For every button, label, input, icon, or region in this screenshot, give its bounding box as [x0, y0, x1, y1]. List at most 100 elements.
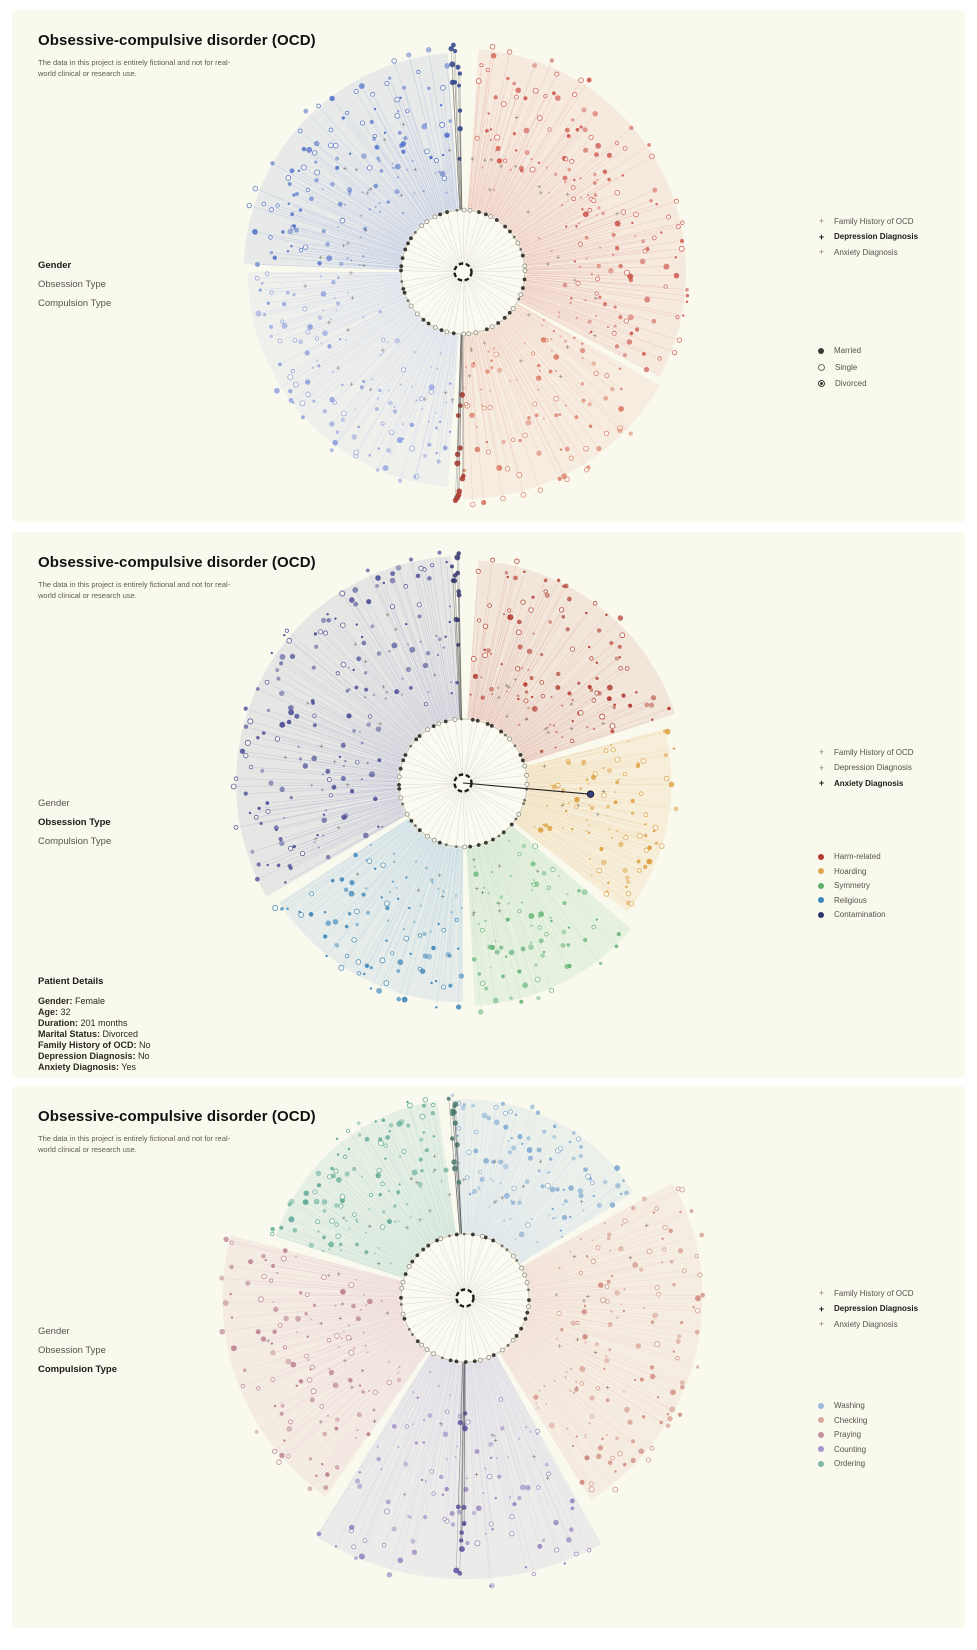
overlay-legend: + Family History of OCD + Depression Diagno…	[818, 747, 914, 788]
patient-field-duration: Duration: 201 months	[38, 1018, 128, 1028]
legend-item-symmetry: Symmetry	[818, 881, 886, 890]
menu-item-obsession-type[interactable]: Obsession Type	[38, 279, 106, 290]
plus-marker	[319, 1420, 323, 1424]
radial-chart-compulsion[interactable]	[12, 1086, 965, 1628]
plus-marker	[336, 1272, 341, 1276]
panel-title: Obsessive-compulsive disorder (OCD)	[38, 32, 316, 49]
panel-subtitle: The data in this project is entirely fic…	[38, 58, 231, 78]
overlay-legend-item-family-history-of-ocd[interactable]: + Family History of OCD	[818, 216, 918, 226]
patient-field-depression-diagnosis: Depression Diagnosis: No	[38, 1051, 150, 1061]
overlay-legend-label: Depression Diagnosis	[834, 232, 919, 241]
menu-item-gender[interactable]: Gender	[38, 260, 72, 271]
menu-item-compulsion-type[interactable]: Compulsion Type	[38, 836, 112, 847]
overlay-legend-label: Depression Diagnosis	[834, 763, 912, 772]
menu-item-obsession-type[interactable]: Obsession Type	[38, 817, 111, 828]
plus-marker	[336, 366, 340, 370]
plus-icon: +	[818, 747, 825, 757]
plus-icon: +	[818, 762, 825, 773]
legend-item-praying: Praying	[818, 1430, 867, 1439]
legend-label: Ordering	[834, 1459, 866, 1468]
selected-node[interactable]	[586, 790, 595, 798]
plus-marker	[472, 858, 476, 862]
chart-center-icon	[455, 1288, 475, 1308]
menu-item-compulsion-type[interactable]: Compulsion Type	[38, 298, 112, 309]
overlay-legend-item-depression-diagnosis[interactable]: + Depression Diagnosis	[818, 232, 918, 242]
overlay-legend-item-depression-diagnosis[interactable]: + Depression Diagnosis	[818, 1304, 918, 1314]
menu-item-gender[interactable]: Gender	[38, 798, 70, 809]
category-legend: Washing Checking Praying Counting Ordering	[818, 1401, 867, 1468]
menu-item-gender[interactable]: Gender	[38, 1326, 70, 1337]
overlay-legend-item-anxiety-diagnosis[interactable]: + Anxiety Diagnosis	[818, 778, 914, 788]
plus-marker	[266, 1339, 270, 1343]
plus-marker	[381, 685, 386, 689]
plus-marker	[527, 313, 531, 317]
grouping-menu: Gender Obsession Type Compulsion Type	[38, 1326, 117, 1375]
overlay-legend-item-anxiety-diagnosis[interactable]: + Anxiety Diagnosis	[818, 1319, 918, 1329]
legend-swatch-filled-icon	[818, 882, 824, 889]
menu-item-obsession-type[interactable]: Obsession Type	[38, 1345, 106, 1356]
overlay-legend-item-family-history-of-ocd[interactable]: + Family History of OCD	[818, 747, 914, 757]
plus-marker	[368, 387, 373, 392]
plus-marker	[462, 1177, 466, 1182]
plus-icon: +	[818, 231, 825, 242]
grouping-menu: Gender Obsession Type Compulsion Type	[38, 798, 111, 847]
plus-marker	[546, 262, 550, 266]
patient-field-gender: Gender: Female	[38, 996, 106, 1006]
patient-details-heading: Patient Details	[38, 976, 104, 987]
plus-marker	[593, 1350, 598, 1355]
plus-marker	[342, 1216, 346, 1220]
plus-marker	[488, 188, 492, 192]
sector-counting	[315, 1353, 602, 1580]
plus-marker	[343, 166, 347, 171]
plus-icon: +	[818, 1319, 825, 1329]
plus-marker	[372, 1408, 376, 1412]
plus-marker	[493, 1159, 497, 1164]
plus-marker	[346, 782, 350, 787]
legend-swatch-filled-icon	[818, 1431, 824, 1438]
legend-label: Religious	[834, 895, 867, 905]
legend-item-married: Married	[818, 346, 867, 355]
plus-marker	[569, 702, 574, 706]
legend-swatch-filled-icon	[818, 1446, 824, 1452]
plus-icon: +	[818, 778, 825, 788]
plus-marker	[363, 659, 368, 664]
plus-marker	[586, 1294, 590, 1299]
patient-details: Patient Details Gender: Female Age: 32 Dura…	[38, 976, 268, 1073]
plus-marker	[432, 1154, 437, 1158]
legend-label: Married	[834, 346, 862, 355]
legend-label: Washing	[834, 1401, 865, 1410]
menu-item-compulsion-type[interactable]: Compulsion Type	[38, 1364, 117, 1375]
overlay-legend-label: Anxiety Diagnosis	[834, 778, 904, 788]
plus-marker	[332, 759, 337, 764]
legend-label: Checking	[834, 1415, 868, 1425]
overlay-legend-label: Family History of OCD	[834, 747, 914, 757]
overlay-legend: + Family History of OCD + Depression Diagno…	[818, 1288, 918, 1329]
radial-chart-obsession[interactable]	[12, 532, 965, 1078]
plus-marker	[402, 1492, 407, 1497]
legend-item-ordering: Ordering	[818, 1459, 867, 1468]
panel-compulsion-type: Obsessive-compulsive disorder (OCD) The …	[12, 1086, 965, 1628]
plus-marker	[338, 1316, 342, 1321]
plus-marker	[594, 296, 598, 301]
plus-marker	[450, 397, 455, 402]
legend-label: Single	[835, 362, 858, 372]
plus-marker	[340, 1302, 345, 1306]
plus-marker	[472, 910, 476, 915]
plus-marker	[546, 730, 550, 735]
overlay-legend-item-family-history-of-ocd[interactable]: + Family History of OCD	[818, 1288, 918, 1298]
overlay-legend-label: Anxiety Diagnosis	[834, 1319, 898, 1329]
plus-marker	[565, 345, 570, 349]
legend-label: Praying	[834, 1430, 862, 1439]
plus-marker	[514, 115, 519, 120]
overlay-legend-item-anxiety-diagnosis[interactable]: + Anxiety Diagnosis	[818, 247, 918, 257]
plus-marker	[480, 890, 485, 895]
legend-item-harm-related: Harm-related	[818, 852, 886, 861]
overlay-legend-item-depression-diagnosis[interactable]: + Depression Diagnosis	[818, 763, 914, 773]
plus-marker	[467, 374, 472, 378]
radial-chart-gender[interactable]	[12, 10, 965, 522]
plus-marker	[447, 1193, 452, 1197]
overlay-legend-label: Anxiety Diagnosis	[834, 247, 898, 257]
legend-item-divorced: Divorced	[818, 379, 867, 388]
legend-swatch-filled-icon	[818, 347, 824, 354]
legend-swatch-filled-icon	[818, 853, 824, 860]
